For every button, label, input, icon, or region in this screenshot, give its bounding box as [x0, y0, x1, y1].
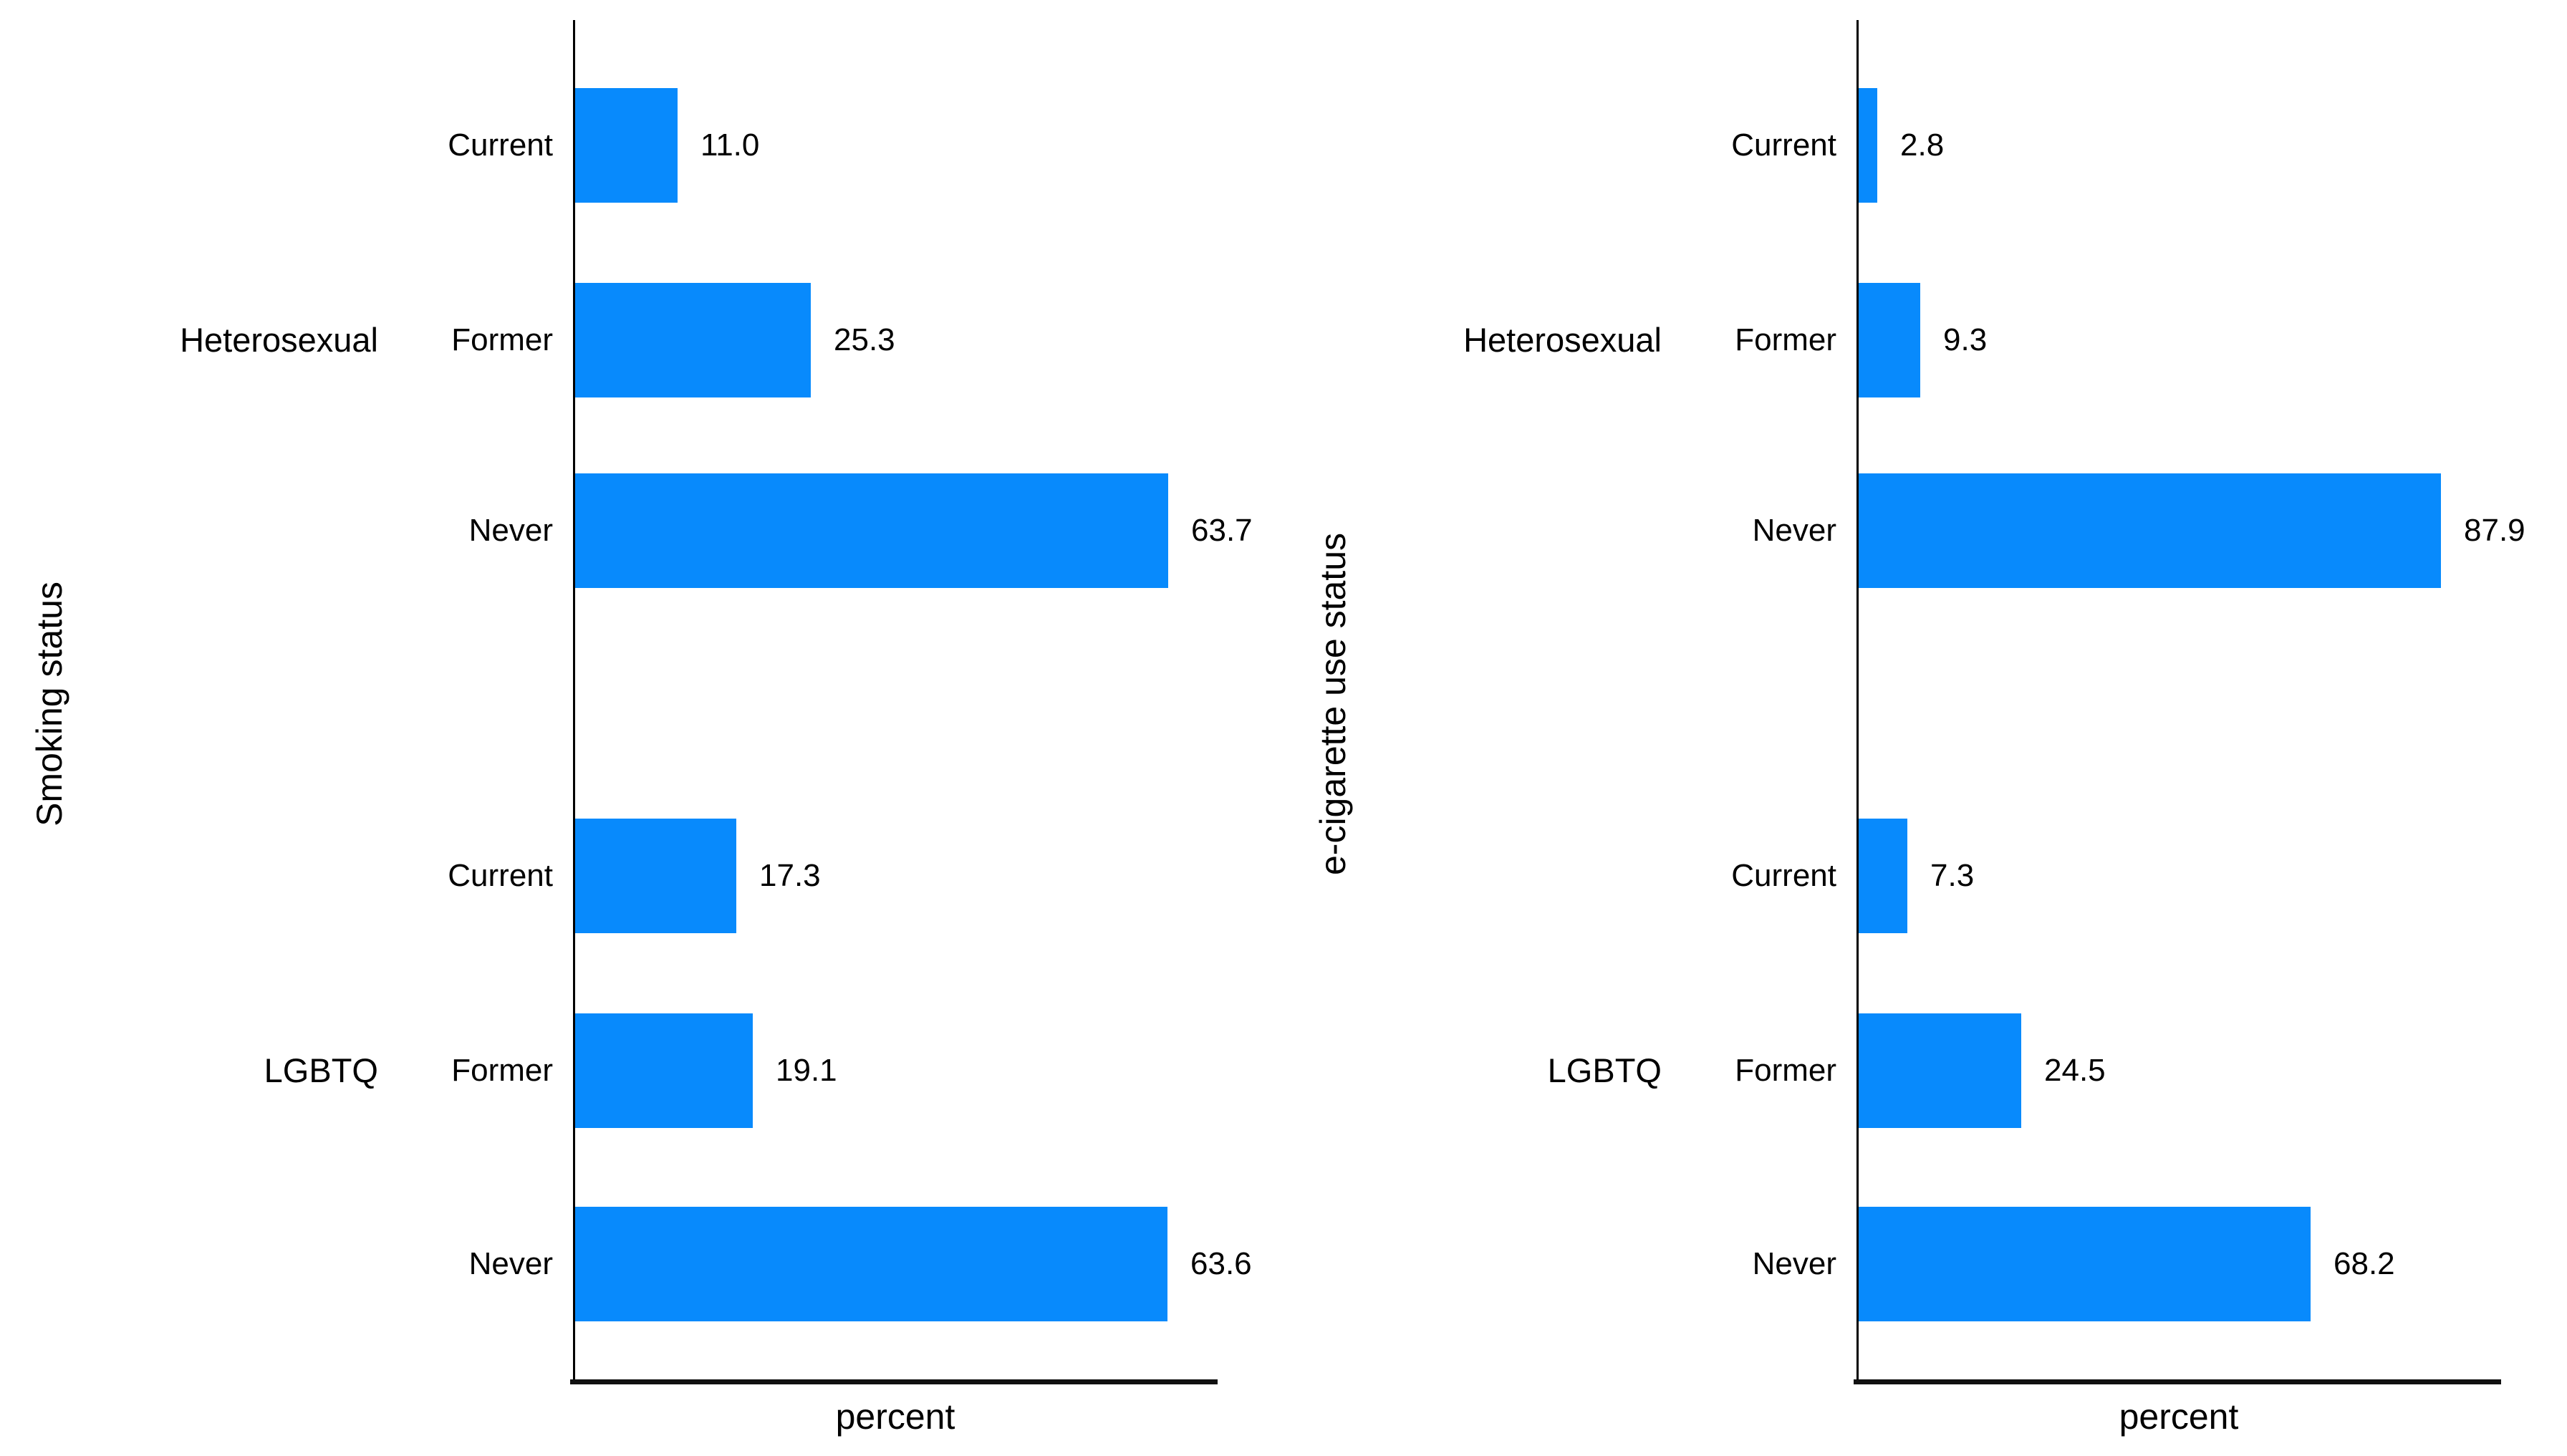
category-label: Former — [1735, 1053, 1836, 1088]
value-label: 11.0 — [700, 127, 760, 163]
group-label: LGBTQ — [1547, 1051, 1662, 1089]
bar — [575, 88, 678, 203]
value-label: 24.5 — [2044, 1053, 2106, 1088]
y-axis-title: e-cigarette use status — [1313, 532, 1353, 876]
bar — [575, 819, 736, 933]
category-label: Former — [451, 1053, 553, 1088]
bar — [1859, 819, 1907, 933]
group-label: Heterosexual — [180, 321, 378, 359]
category-label: Current — [448, 127, 553, 163]
y-axis-line — [573, 20, 575, 1382]
value-label: 25.3 — [834, 322, 895, 357]
x-axis-line — [570, 1379, 1218, 1384]
value-label: 17.3 — [759, 858, 821, 893]
category-label: Former — [1735, 322, 1836, 357]
category-label: Never — [1752, 1246, 1836, 1281]
y-axis-line — [1856, 20, 1859, 1382]
category-label: Former — [451, 322, 553, 357]
category-label: Current — [1731, 127, 1836, 163]
bar — [1859, 283, 1920, 397]
category-label: Current — [448, 858, 553, 893]
category-label: Current — [1731, 858, 1836, 893]
smoking-status-chart: Smoking status percent Heterosexual Curre… — [29, 20, 1253, 1437]
value-label: 9.3 — [1943, 322, 1988, 357]
group-label: LGBTQ — [264, 1051, 378, 1089]
bar — [575, 1013, 753, 1128]
category-label: Never — [1752, 513, 1836, 548]
x-axis-title: percent — [835, 1397, 955, 1437]
bar — [1859, 88, 1877, 203]
group-label: Heterosexual — [1463, 321, 1662, 359]
bar — [1859, 473, 2441, 588]
value-label: 63.7 — [1191, 513, 1253, 548]
bar — [1859, 1013, 2021, 1128]
category-label: Never — [468, 513, 553, 548]
value-label: 63.6 — [1190, 1246, 1252, 1281]
value-label: 7.3 — [1930, 858, 1975, 893]
value-label: 87.9 — [2464, 513, 2525, 548]
bar — [575, 473, 1168, 588]
x-axis-title: percent — [2119, 1397, 2239, 1437]
value-label: 68.2 — [2334, 1246, 2395, 1281]
y-axis-title: Smoking status — [29, 582, 69, 826]
bar — [575, 283, 811, 397]
category-label: Never — [468, 1246, 553, 1281]
ecigarette-use-status-chart: e-cigarette use status percent Heterosex… — [1284, 0, 2567, 1456]
bar — [575, 1207, 1167, 1321]
x-axis-line — [1854, 1379, 2501, 1384]
bar — [1859, 1207, 2311, 1321]
value-label: 2.8 — [1900, 127, 1945, 163]
value-label: 19.1 — [776, 1053, 837, 1088]
